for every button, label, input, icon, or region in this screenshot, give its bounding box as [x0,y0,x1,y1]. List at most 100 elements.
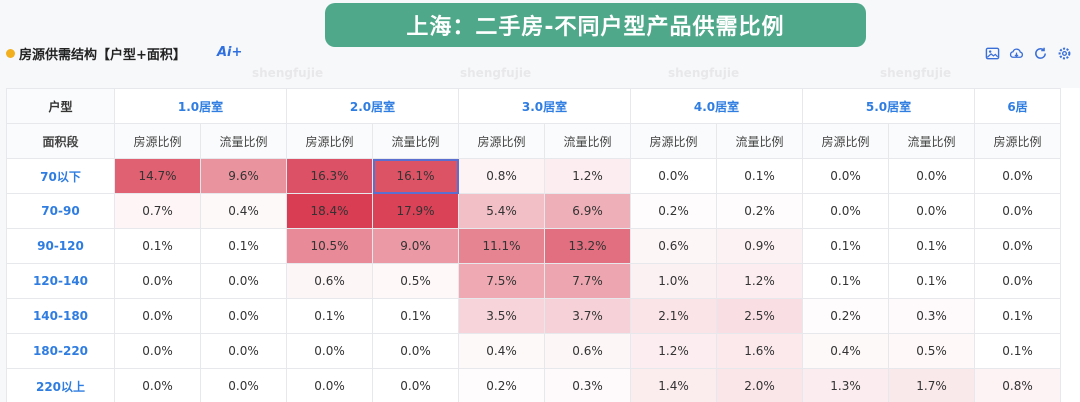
ratio-cell[interactable]: 0.4% [802,333,889,369]
ratio-cell[interactable]: 9.0% [372,228,459,264]
ratio-cell[interactable]: 18.4% [286,193,373,229]
supply-ratio-header: 房源比例 [458,123,545,159]
ratio-cell[interactable]: 0.0% [974,158,1061,194]
ratio-cell[interactable]: 1.2% [544,158,631,194]
ratio-cell[interactable]: 9.6% [200,158,287,194]
ratio-cell[interactable]: 0.4% [200,193,287,229]
ratio-cell[interactable]: 1.0% [630,263,717,299]
ratio-cell[interactable]: 0.0% [114,368,201,402]
ratio-cell[interactable]: 0.0% [974,193,1061,229]
ratio-cell[interactable]: 16.3% [286,158,373,194]
ratio-cell[interactable]: 10.5% [286,228,373,264]
ratio-cell[interactable]: 1.7% [888,368,975,402]
ratio-cell[interactable]: 1.6% [716,333,803,369]
room-type-header[interactable]: 4.0居室 [630,88,803,124]
ratio-cell[interactable]: 2.0% [716,368,803,402]
ratio-cell[interactable]: 0.0% [200,368,287,402]
ratio-cell[interactable]: 0.1% [802,263,889,299]
area-range-label[interactable]: 220以上 [6,368,115,402]
ratio-cell[interactable]: 1.2% [716,263,803,299]
ratio-cell[interactable]: 0.1% [372,298,459,334]
ratio-cell[interactable]: 0.1% [286,298,373,334]
ratio-cell[interactable]: 0.0% [802,158,889,194]
ratio-cell[interactable]: 0.0% [888,158,975,194]
ratio-cell[interactable]: 3.5% [458,298,545,334]
ai-button[interactable]: Ai+ [217,45,243,60]
area-range-label[interactable]: 70以下 [6,158,115,194]
ratio-cell[interactable]: 0.4% [458,333,545,369]
room-type-header[interactable]: 6居 [974,88,1061,124]
ratio-cell[interactable]: 0.2% [802,298,889,334]
table-row: 140-180 0.0% 0.0% 0.1% 0.1% 3.5% 3.7% 2.1% 2.5% 0… [6,298,1061,334]
ratio-cell[interactable]: 1.4% [630,368,717,402]
room-type-header[interactable]: 2.0居室 [286,88,459,124]
ratio-cell[interactable]: 0.0% [286,368,373,402]
ratio-cell[interactable]: 1.2% [630,333,717,369]
ratio-cell[interactable]: 0.1% [974,298,1061,334]
ratio-cell[interactable]: 16.1% [372,158,459,194]
ratio-cell[interactable]: 0.0% [974,228,1061,264]
ratio-cell[interactable]: 0.0% [802,193,889,229]
ratio-cell[interactable]: 11.1% [458,228,545,264]
save-image-icon[interactable] [985,46,1000,61]
ratio-cell[interactable]: 17.9% [372,193,459,229]
ratio-cell[interactable]: 0.7% [114,193,201,229]
ratio-cell[interactable]: 0.0% [372,368,459,402]
ratio-cell[interactable]: 2.1% [630,298,717,334]
area-range-label[interactable]: 180-220 [6,333,115,369]
panel-bullet-icon [6,48,15,58]
area-range-label[interactable]: 120-140 [6,263,115,299]
ratio-cell[interactable]: 0.0% [114,298,201,334]
ratio-cell[interactable]: 0.1% [200,228,287,264]
ratio-cell[interactable]: 0.1% [974,333,1061,369]
room-type-header[interactable]: 3.0居室 [458,88,631,124]
ratio-cell[interactable]: 0.0% [372,333,459,369]
ratio-cell[interactable]: 1.3% [802,368,889,402]
ratio-cell[interactable]: 0.6% [286,263,373,299]
ratio-cell[interactable]: 0.0% [200,263,287,299]
ratio-cell[interactable]: 3.7% [544,298,631,334]
ratio-cell[interactable]: 0.0% [114,263,201,299]
ratio-cell[interactable]: 6.9% [544,193,631,229]
ratio-cell[interactable]: 5.4% [458,193,545,229]
ratio-cell[interactable]: 2.5% [716,298,803,334]
ratio-cell[interactable]: 0.5% [888,333,975,369]
cloud-download-icon[interactable] [1009,46,1024,61]
ratio-cell[interactable]: 0.2% [458,368,545,402]
ratio-cell[interactable]: 7.5% [458,263,545,299]
supply-ratio-header: 房源比例 [114,123,201,159]
ratio-cell[interactable]: 0.1% [888,228,975,264]
ratio-cell[interactable]: 0.2% [716,193,803,229]
ratio-cell[interactable]: 0.8% [458,158,545,194]
ratio-cell[interactable]: 0.2% [630,193,717,229]
refresh-icon[interactable] [1033,46,1048,61]
ratio-cell[interactable]: 0.0% [974,263,1061,299]
ratio-cell[interactable]: 0.0% [286,333,373,369]
area-range-label[interactable]: 90-120 [6,228,115,264]
ratio-cell[interactable]: 0.0% [200,298,287,334]
ratio-cell[interactable]: 0.5% [372,263,459,299]
ratio-cell[interactable]: 0.9% [716,228,803,264]
ratio-cell[interactable]: 0.0% [888,193,975,229]
ratio-cell[interactable]: 0.6% [544,333,631,369]
ratio-cell[interactable]: 0.3% [888,298,975,334]
ratio-cell[interactable]: 0.1% [716,158,803,194]
area-range-label[interactable]: 70-90 [6,193,115,229]
traffic-ratio-header: 流量比例 [888,123,975,159]
ratio-cell[interactable]: 14.7% [114,158,201,194]
ratio-cell[interactable]: 0.3% [544,368,631,402]
ratio-cell[interactable]: 7.7% [544,263,631,299]
settings-icon[interactable] [1057,46,1072,61]
room-type-header[interactable]: 5.0居室 [802,88,975,124]
ratio-cell[interactable]: 0.1% [114,228,201,264]
room-type-header[interactable]: 1.0居室 [114,88,287,124]
ratio-cell[interactable]: 0.1% [802,228,889,264]
ratio-cell[interactable]: 13.2% [544,228,631,264]
ratio-cell[interactable]: 0.8% [974,368,1061,402]
ratio-cell[interactable]: 0.6% [630,228,717,264]
ratio-cell[interactable]: 0.0% [630,158,717,194]
ratio-cell[interactable]: 0.0% [200,333,287,369]
ratio-cell[interactable]: 0.1% [888,263,975,299]
ratio-cell[interactable]: 0.0% [114,333,201,369]
area-range-label[interactable]: 140-180 [6,298,115,334]
